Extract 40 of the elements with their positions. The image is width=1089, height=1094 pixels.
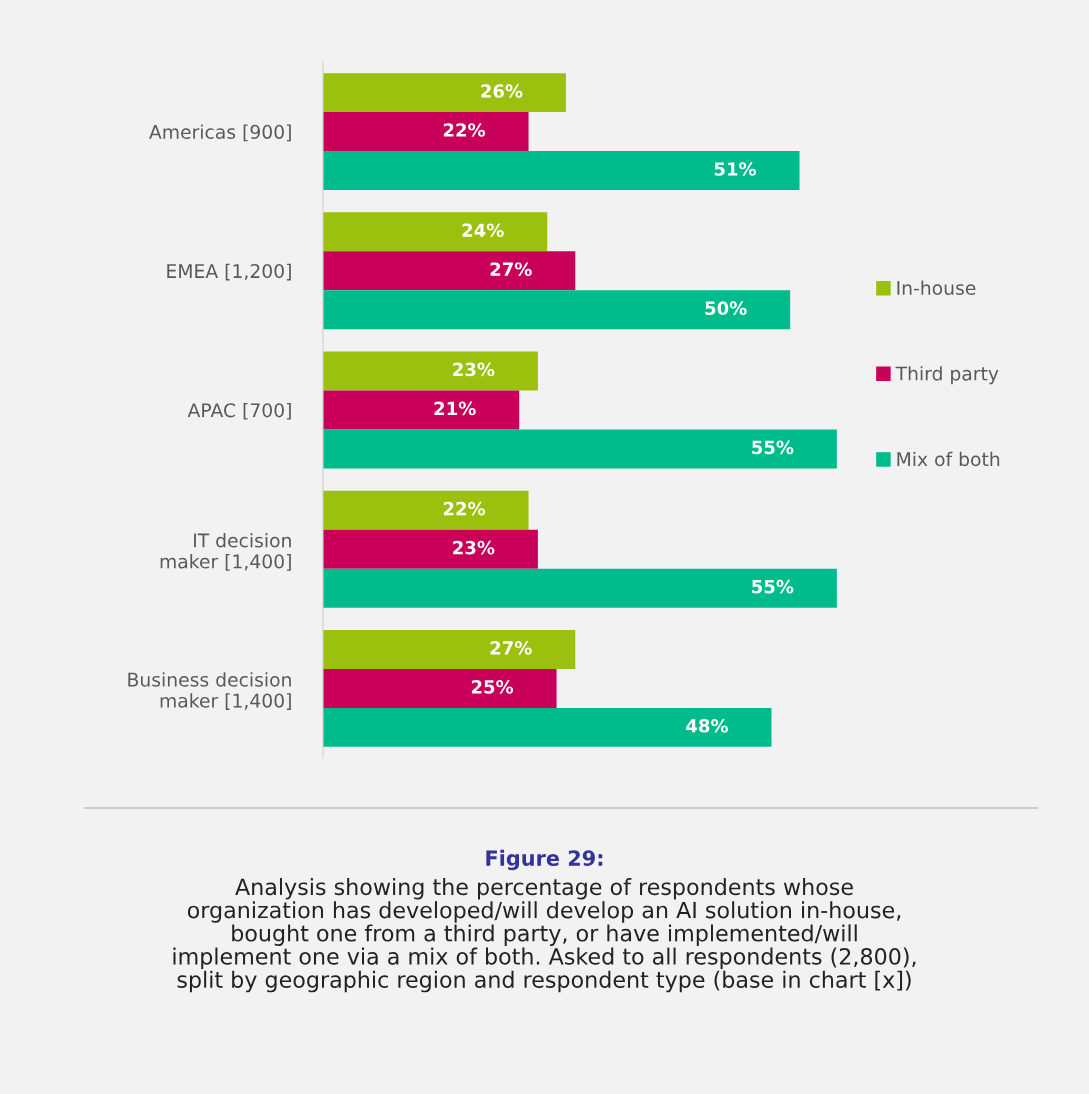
- y-tick-label: Business decision maker [1,400]: [128, 672, 291, 710]
- y-tick-label: APAC [700]: [187, 402, 291, 420]
- data-label: 25%: [471, 679, 514, 694]
- data-label: 27%: [490, 641, 532, 655]
- y-tick-label: Americas [900]: [149, 124, 291, 142]
- bar: [323, 290, 791, 330]
- data-label: 23%: [453, 362, 495, 377]
- data-label: 21%: [434, 401, 476, 416]
- bar: [323, 629, 576, 669]
- data-label: 22%: [443, 501, 486, 516]
- data-label: 51%: [714, 162, 757, 176]
- y-tick-label: EMEA [1,200]: [167, 263, 291, 281]
- bar: [323, 251, 576, 291]
- legend-label: Mix of both: [897, 451, 1000, 467]
- text: Analysis showing the percentage of respondents whose organization has developed/will develop an AI solution in-house, bought one from a third party, or have implemented/will implement one via a mix of both. Asked to all respondents (2,800), split by geographic region and respondent type (base in chart [x]): [173, 878, 916, 993]
- bar: [323, 73, 566, 113]
- data-label: 48%: [686, 718, 728, 733]
- bar: [323, 668, 557, 708]
- bar: [323, 390, 520, 430]
- data-label: 55%: [752, 579, 794, 594]
- data-label: 26%: [481, 84, 523, 98]
- text: Figure 29:: [486, 849, 603, 871]
- bar: [323, 529, 538, 569]
- bar: [323, 112, 529, 152]
- data-label: 55%: [752, 440, 794, 455]
- bar: [323, 212, 548, 252]
- data-label: 23%: [453, 540, 495, 555]
- data-label: 22%: [443, 123, 486, 137]
- legend-label: In-house: [897, 280, 976, 295]
- bar: [323, 490, 529, 530]
- y-tick-label: IT decision maker [1,400]: [160, 533, 291, 571]
- bar: [323, 429, 837, 469]
- data-label: 27%: [490, 262, 532, 277]
- legend-label: Third party: [895, 366, 999, 385]
- bar: [323, 351, 538, 391]
- bar: [323, 707, 772, 747]
- data-label: 24%: [462, 223, 504, 238]
- bar: [323, 151, 800, 191]
- bar: [323, 568, 837, 608]
- data-label: 50%: [705, 301, 747, 316]
